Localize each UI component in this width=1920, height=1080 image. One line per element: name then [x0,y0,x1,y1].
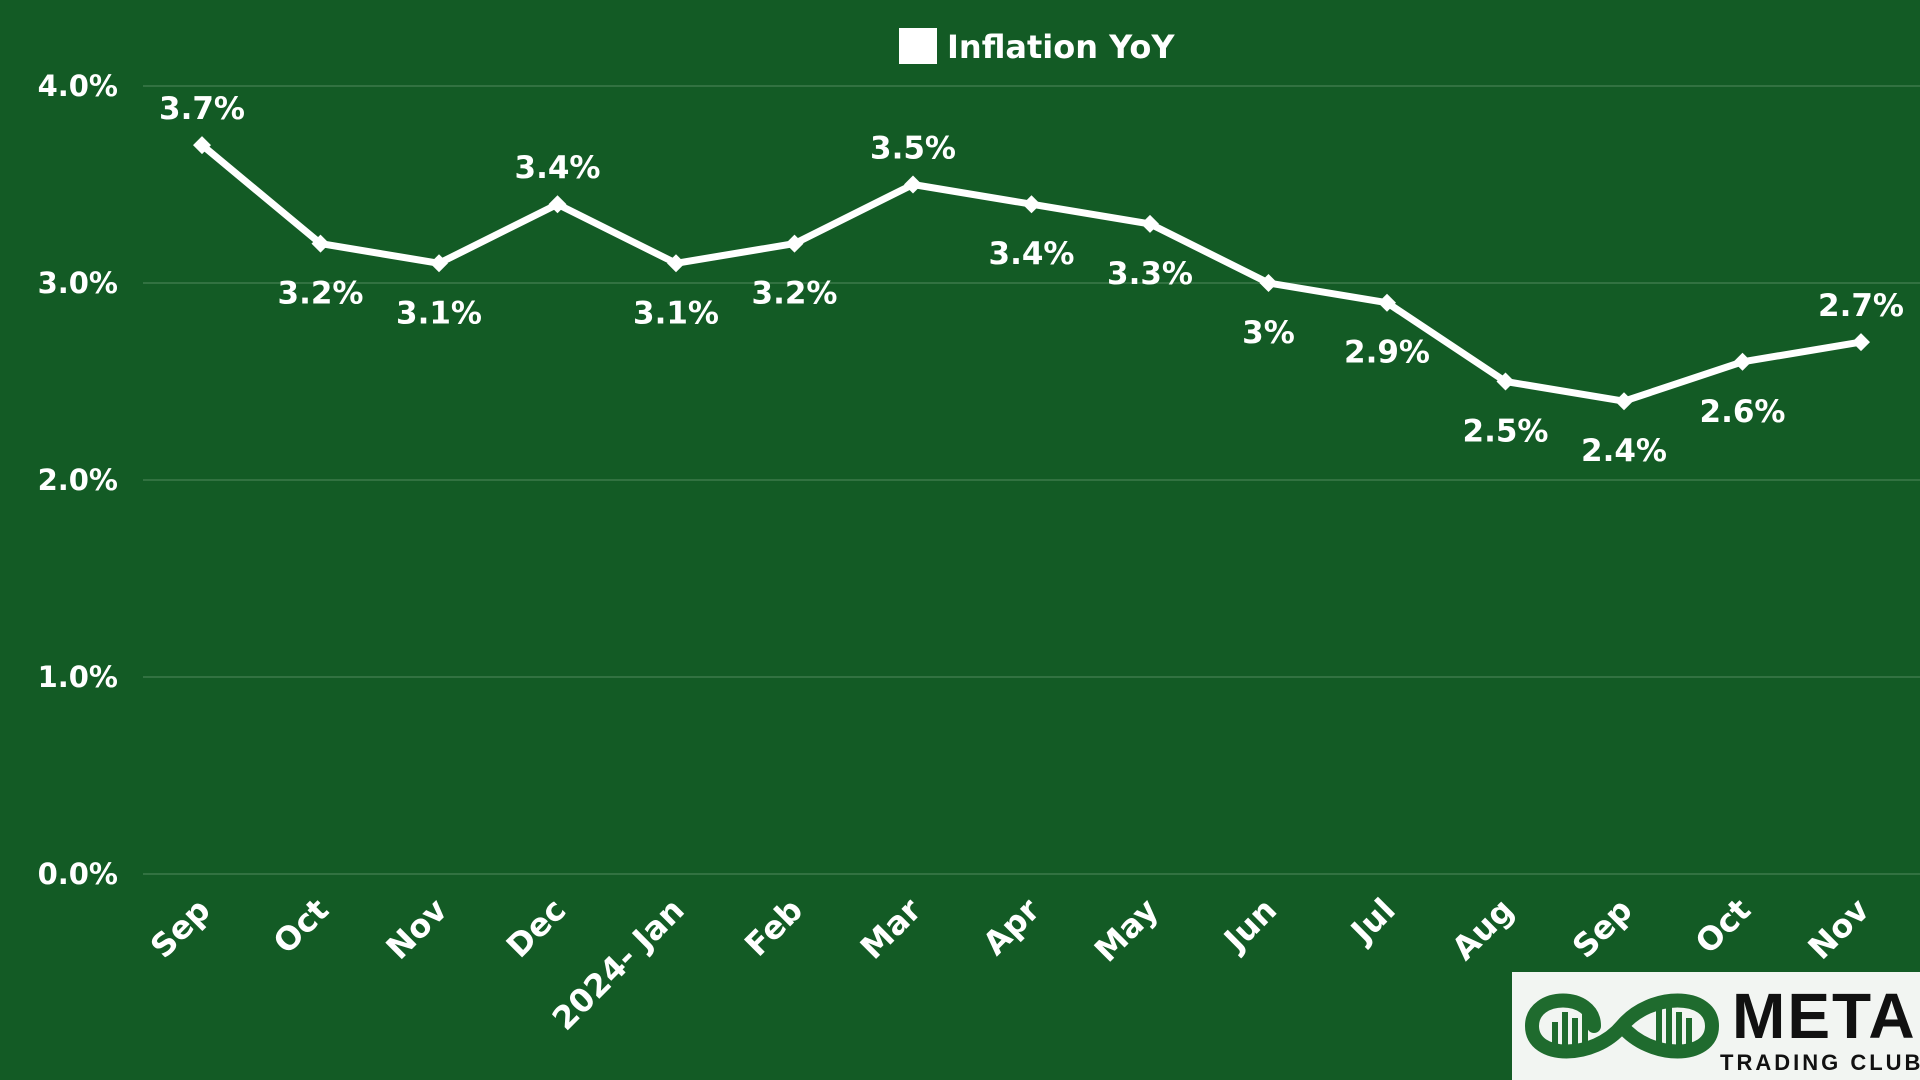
legend-label: Inflation YoY [947,28,1175,66]
data-point [904,175,922,194]
x-tick-label: May [1087,891,1166,970]
data-point [1733,352,1752,371]
data-point [1496,372,1515,391]
series-inflation-yoy [193,136,1870,411]
x-tick-label: Oct [266,891,336,961]
y-tick-label: 2.0% [38,463,118,497]
y-axis: 0.0% 1.0% 2.0% 3.0% 4.0% [38,69,118,891]
data-point [1022,195,1041,214]
logo-subtitle: TRADING CLUB [1720,1050,1920,1075]
y-tick-label: 1.0% [38,660,118,694]
data-label: 3.2% [278,276,364,312]
data-label: 3.1% [396,295,482,331]
logo-infinity-icon [1524,993,1720,1059]
data-label: 2.7% [1818,288,1904,324]
data-point [311,234,330,253]
data-label: 3.1% [633,295,719,331]
y-tick-label: 3.0% [38,266,118,300]
data-label: 3.2% [752,276,838,312]
x-tick-label: Feb [737,891,810,964]
data-label: 2.5% [1463,414,1549,450]
data-label: 3.5% [870,131,956,167]
data-label: 3% [1242,315,1295,351]
data-labels: 3.7% 3.2% 3.1% 3.4% 3.1% 3.2% 3.5% 3.4% 3.3% 3% 2.… [159,91,1904,469]
data-label: 3.4% [989,236,1075,272]
y-tick-label: 4.0% [38,69,118,103]
legend: Inflation YoY [899,28,1175,66]
data-label: 2.9% [1344,335,1430,371]
data-label: 3.3% [1107,256,1193,292]
data-point [1615,392,1633,411]
x-tick-label: Sep [143,891,218,966]
logo-title: META [1732,980,1917,1052]
data-point [1852,333,1870,352]
meta-trading-club-logo: META TRADING CLUB [1512,972,1920,1080]
y-tick-label: 0.0% [38,857,118,891]
x-tick-label: Nov [1801,891,1877,967]
data-label: 3.7% [159,91,245,127]
x-tick-label: Apr [975,891,1047,963]
x-tick-label: Jul [1342,891,1403,952]
data-label: 2.4% [1581,433,1667,469]
x-tick-label: Jun [1215,891,1284,960]
x-tick-label: Dec [499,891,573,965]
data-point [1259,274,1278,292]
data-point [667,254,685,273]
data-point [785,234,804,253]
data-point [193,136,211,155]
series-line [198,141,1865,405]
data-point [548,195,567,214]
legend-swatch [899,28,937,64]
data-label: 2.6% [1700,394,1786,430]
x-tick-label: Oct [1688,891,1758,961]
data-point [1141,214,1159,233]
data-point [1378,293,1396,312]
data-label: 3.4% [515,150,601,186]
x-tick-label: Sep [1565,891,1640,966]
x-tick-label: Aug [1444,891,1521,968]
x-tick-label: Mar [853,891,929,967]
gridlines [143,85,1920,875]
data-point [430,254,448,273]
x-tick-label: Nov [379,891,455,967]
